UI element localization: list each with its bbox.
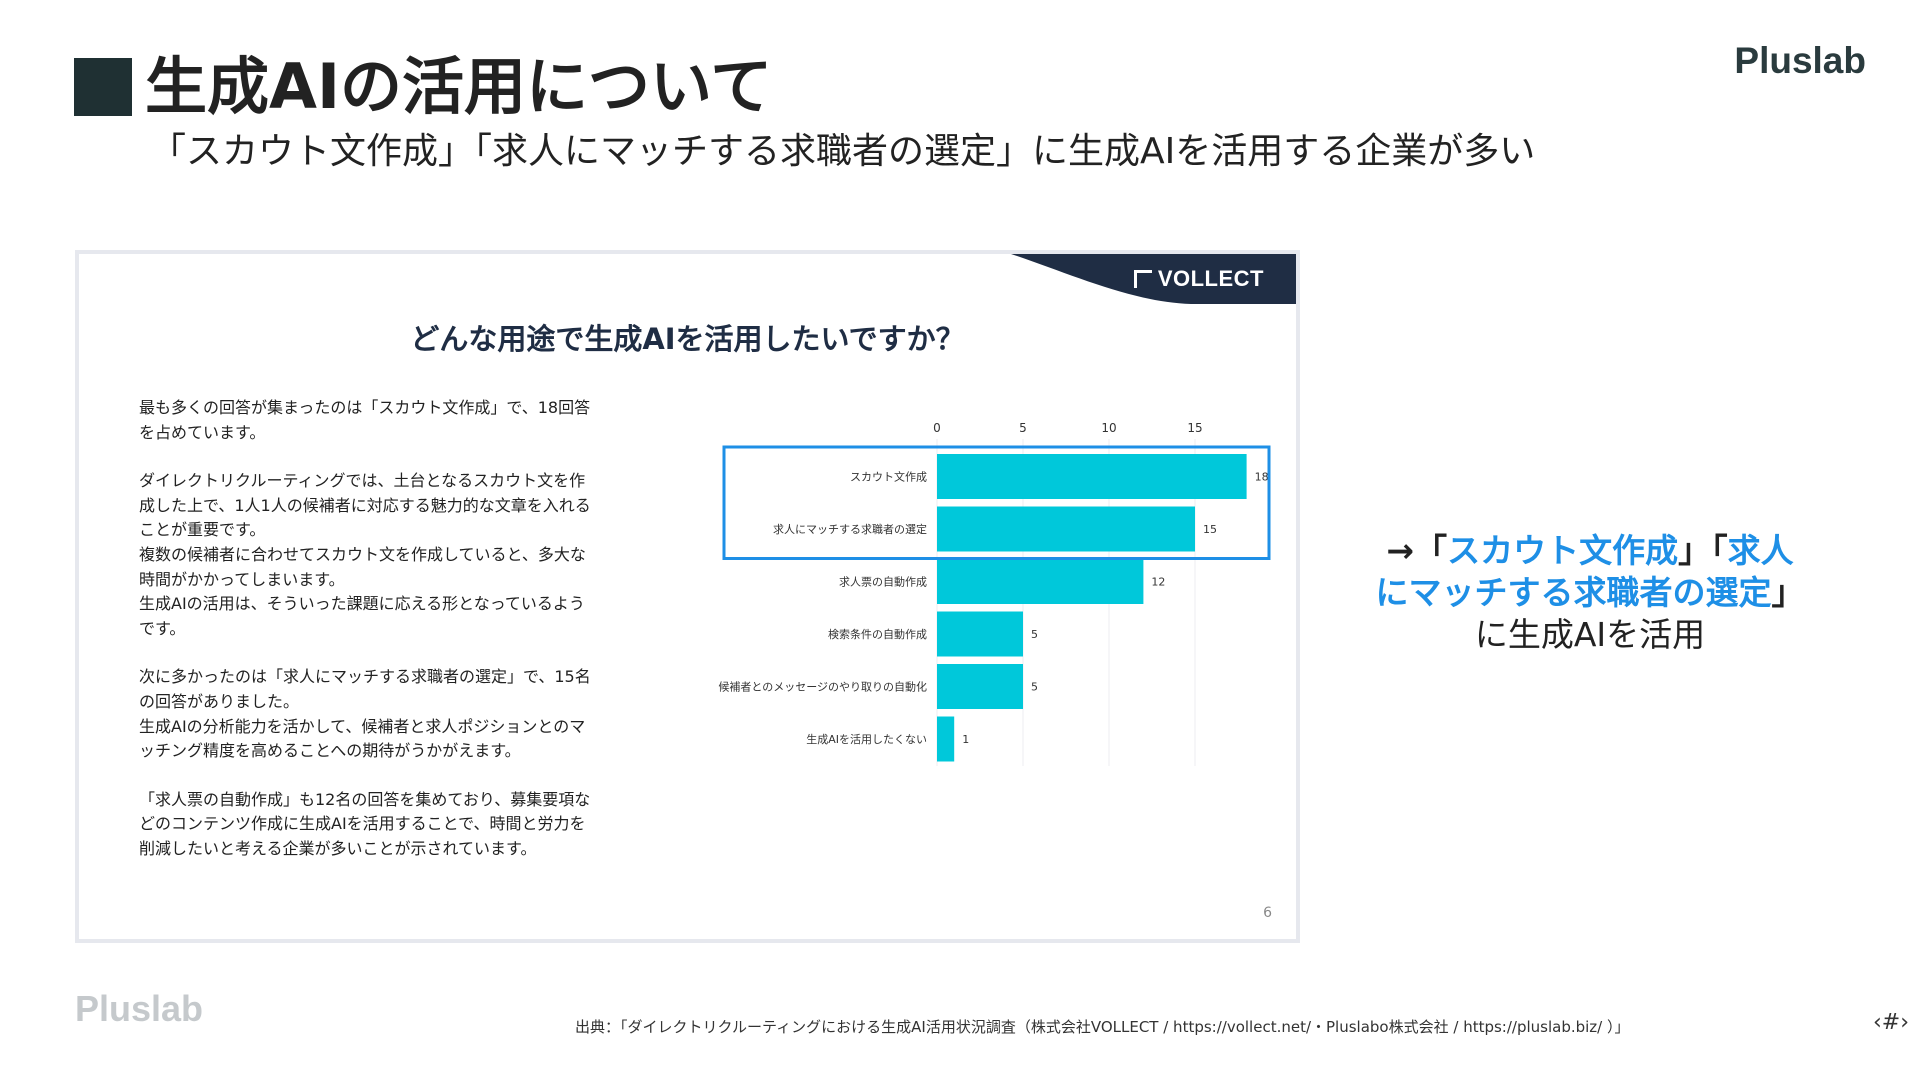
page-number-placeholder: ‹#› <box>1873 1010 1910 1035</box>
slide-page-number: 6 <box>1263 905 1272 921</box>
bar <box>937 454 1247 499</box>
banner-shape <box>1011 254 1296 304</box>
data-label: 5 <box>1031 628 1038 641</box>
body-paragraph: 次に多かったのは「求人にマッチする求職者の選定」で、15名 の回答がありました。… <box>139 667 591 761</box>
callout-tail: に生成AIを活用 <box>1474 615 1706 654</box>
vollect-mark-icon <box>1133 270 1152 288</box>
brand-logo-top: Pluslab <box>1734 40 1866 81</box>
page-subtitle: 「スカウト文作成」「求人にマッチする求職者の選定」に生成AIを活用する企業が多い <box>150 131 1536 172</box>
data-label: 5 <box>1031 681 1038 694</box>
bar <box>937 559 1144 604</box>
x-tick-label: 10 <box>1101 421 1116 435</box>
vollect-logo: VOLLECT <box>1133 266 1264 292</box>
body-paragraph: 最も多くの回答が集まったのは「スカウト文作成」で、18回答 を占めています。 <box>139 398 591 442</box>
bar <box>937 506 1195 552</box>
category-label: 求人票の自動作成 <box>839 575 927 589</box>
callout-highlight-2b: にマッチする求職者の選定 <box>1375 573 1772 612</box>
category-label: 生成AIを活用したくない <box>806 732 927 746</box>
highlight-box <box>722 445 1271 560</box>
page-title: 生成AIの活用について <box>145 50 773 123</box>
category-label: 検索条件の自動作成 <box>828 627 927 641</box>
callout-highlight-2a: 求人 <box>1727 531 1794 570</box>
slide-banner: VOLLECT <box>1011 254 1296 304</box>
category-label: 求人にマッチする求職者の選定 <box>773 522 927 536</box>
slide-body-text: 最も多くの回答が集まったのは「スカウト文作成」で、18回答 を占めています。 ダ… <box>139 396 659 886</box>
data-label: 18 <box>1255 471 1269 484</box>
data-label: 12 <box>1151 576 1165 589</box>
x-tick-label: 0 <box>933 421 941 435</box>
x-tick-label: 15 <box>1187 421 1202 435</box>
brand-logo-bottom: Pluslab <box>75 988 204 1029</box>
body-paragraph: ダイレクトリクルーティングでは、土台となるスカウト文を作 成した上で、1人1人の… <box>139 471 591 638</box>
title-marker <box>74 58 132 116</box>
bar <box>937 716 955 762</box>
callout-arrow: →「 <box>1386 531 1448 570</box>
x-tick-label: 5 <box>1019 421 1027 435</box>
bar <box>937 611 1023 657</box>
body-paragraph: 「求人票の自動作成」も12名の回答を集めており、募集要項な どのコンテンツ作成に… <box>139 789 591 858</box>
category-label: スカウト文作成 <box>850 470 927 484</box>
callout-text: →「スカウト文作成」「求人 にマッチする求職者の選定」に生成AIを活用 <box>1340 530 1840 656</box>
bar <box>937 664 1023 709</box>
callout-close: 」 <box>1771 573 1805 612</box>
embedded-slide: VOLLECT どんな用途で生成AIを活用したいですか？ 最も多くの回答が集まっ… <box>75 250 1300 943</box>
source-citation: 出典：「ダイレクトリクルーティングにおける生成AI活用状況調査（株式会社VOLL… <box>575 1018 1630 1036</box>
data-label: 1 <box>962 733 969 746</box>
slide-heading: どんな用途で生成AIを活用したいですか？ <box>410 322 965 356</box>
category-label: 候補者とのメッセージのやり取りの自動化 <box>718 680 927 694</box>
callout-separator: 」「 <box>1678 531 1728 570</box>
callout-highlight-1: スカウト文作成 <box>1447 531 1679 570</box>
vollect-logo-text: VOLLECT <box>1157 266 1264 291</box>
data-label: 15 <box>1203 523 1217 536</box>
